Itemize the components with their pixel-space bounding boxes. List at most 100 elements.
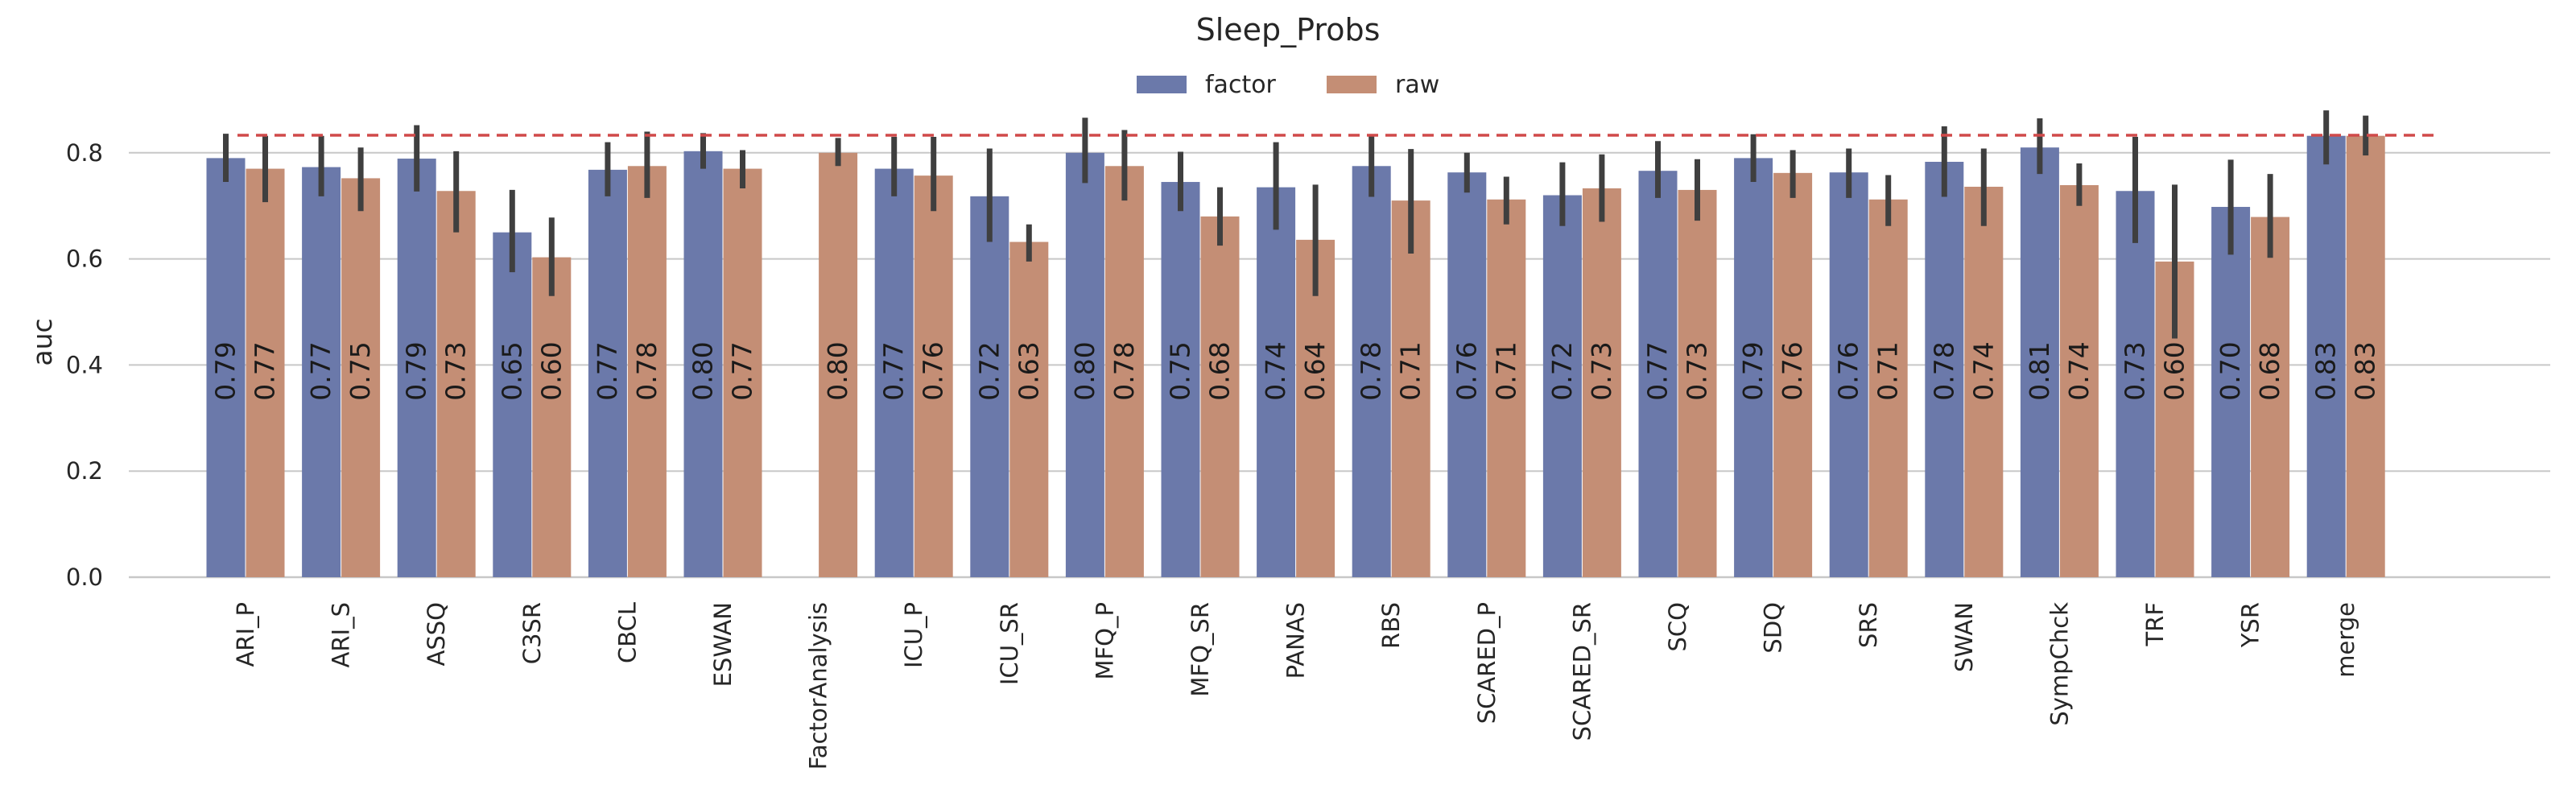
data-label-raw-TRF: 0.60 [2159, 341, 2190, 400]
legend-swatch-factor [1137, 76, 1187, 93]
y-axis-label: auc [27, 318, 58, 365]
x-tick-label: ICU_SR [996, 602, 1023, 685]
bar-factor-SRS [1829, 172, 1868, 578]
x-tick-label: ARI_P [232, 602, 259, 667]
bar-factor-ICU_SR [970, 196, 1009, 577]
bar-factor-CBCL [588, 169, 627, 577]
data-label-raw-SympChck: 0.74 [2063, 341, 2095, 400]
data-label-factor-ESWAN: 0.80 [687, 341, 719, 400]
bar-raw-SCARED_P [1487, 199, 1526, 578]
data-label-factor-MFQ_P: 0.80 [1069, 341, 1100, 400]
bar-raw-merge [2346, 135, 2385, 577]
x-tick-label: PANAS [1282, 602, 1310, 679]
x-tick-label: TRF [2141, 602, 2169, 647]
bar-factor-SympChck [2020, 147, 2059, 577]
data-label-factor-SRS: 0.76 [1833, 341, 1864, 400]
data-label-raw-ICU_P: 0.76 [918, 341, 949, 400]
data-label-raw-ESWAN: 0.77 [727, 341, 758, 400]
data-label-raw-C3SR: 0.60 [535, 341, 567, 400]
y-tick-label: 0.0 [66, 564, 103, 591]
x-tick-label: SCARED_P [1473, 602, 1501, 724]
x-tick-label: SympChck [2046, 602, 2073, 726]
bar-raw-CBCL [627, 166, 667, 577]
data-label-factor-RBS: 0.78 [1356, 341, 1387, 400]
bar-raw-RBS [1391, 200, 1430, 578]
bar-raw-SRS [1868, 199, 1908, 578]
x-axis-ticks: ARI_P ARI_S ASSQ C3SR CBCL ESWAN FactorAnalysi… [232, 602, 2359, 770]
bar-raw-ICU_SR [1009, 242, 1049, 577]
data-label-raw-SCARED_P: 0.71 [1490, 341, 1521, 400]
bar-factor-ARI_P [206, 158, 246, 577]
legend-label-factor: factor [1205, 71, 1277, 99]
data-labels: 0.79 0.77 0.77 0.75 0.79 0.73 0.65 0.60 0.77 0.78… [210, 341, 2381, 400]
y-tick-label: 0.2 [66, 457, 103, 485]
data-label-factor-ICU_P: 0.77 [878, 341, 910, 400]
data-label-raw-ARI_S: 0.75 [345, 341, 376, 400]
x-tick-label: SCQ [1664, 602, 1691, 651]
bar-factor-YSR [2211, 207, 2251, 577]
bars [206, 135, 2385, 578]
bar-raw-SCARED_SR [1582, 188, 1621, 577]
y-tick-label: 0.6 [66, 246, 103, 273]
data-label-raw-SCARED_SR: 0.73 [1586, 341, 1617, 400]
data-label-factor-SympChck: 0.81 [2024, 341, 2055, 400]
data-label-factor-SCQ: 0.77 [1642, 341, 1674, 400]
data-label-factor-SWAN: 0.78 [1928, 341, 1959, 400]
y-axis-ticks: 0.0 0.2 0.4 0.6 0.8 [66, 139, 103, 591]
x-tick-label: MFQ_P [1091, 602, 1118, 680]
x-tick-label: SCARED_SR [1568, 602, 1596, 741]
bar-factor-SWAN [1925, 162, 1964, 578]
data-label-factor-ARI_P: 0.79 [210, 341, 242, 400]
data-label-factor-SCARED_SR: 0.72 [1546, 341, 1578, 400]
bar-factor-C3SR [493, 232, 532, 577]
bar-factor-ARI_S [302, 167, 341, 577]
data-label-raw-RBS: 0.71 [1395, 341, 1426, 400]
bar-factor-SCQ [1638, 171, 1678, 577]
bar-factor-MFQ_SR [1161, 182, 1200, 578]
legend-swatch-raw [1327, 76, 1377, 93]
data-label-factor-YSR: 0.70 [2215, 341, 2246, 400]
data-label-raw-ICU_SR: 0.63 [1013, 341, 1044, 400]
x-tick-label: ARI_S [328, 602, 355, 667]
x-tick-label: ESWAN [709, 602, 737, 687]
x-tick-label: YSR [2237, 602, 2264, 648]
bar-raw-YSR [2251, 217, 2290, 577]
y-tick-label: 0.4 [66, 351, 103, 378]
data-label-factor-ASSQ: 0.79 [401, 341, 432, 400]
bar-raw-SCQ [1678, 189, 1717, 577]
bar-raw-ARI_S [341, 178, 381, 577]
bar-factor-SDQ [1734, 158, 1773, 577]
data-label-factor-ICU_SR: 0.72 [973, 341, 1005, 400]
x-tick-label: RBS [1377, 602, 1405, 649]
bar-factor-RBS [1352, 166, 1391, 577]
bar-factor-MFQ_P [1065, 152, 1104, 578]
data-label-factor-ARI_S: 0.77 [305, 341, 336, 400]
data-label-factor-CBCL: 0.77 [592, 341, 623, 400]
x-tick-label: ASSQ [423, 602, 450, 666]
data-label-raw-MFQ_SR: 0.68 [1204, 341, 1236, 400]
data-label-raw-merge: 0.83 [2350, 341, 2381, 400]
x-tick-label: SRS [1855, 602, 1882, 648]
x-tick-label: merge [2332, 602, 2359, 678]
x-tick-label: MFQ_SR [1187, 602, 1214, 697]
bar-raw-ASSQ [436, 191, 476, 578]
x-tick-label: SDQ [1760, 602, 1787, 654]
x-tick-label: SWAN [1951, 602, 1978, 672]
data-label-raw-YSR: 0.68 [2254, 341, 2285, 400]
data-label-raw-PANAS: 0.64 [1299, 341, 1331, 400]
data-label-raw-SCQ: 0.73 [1682, 341, 1713, 400]
data-label-factor-PANAS: 0.74 [1260, 341, 1291, 400]
data-label-factor-C3SR: 0.65 [496, 341, 527, 400]
bar-factor-SCARED_P [1447, 172, 1487, 578]
bar-factor-SCARED_SR [1542, 195, 1582, 577]
data-label-factor-SCARED_P: 0.76 [1451, 341, 1482, 400]
bar-factor-ICU_P [874, 168, 914, 577]
data-label-factor-TRF: 0.73 [2120, 341, 2151, 400]
x-tick-label: FactorAnalysis [805, 602, 832, 770]
bar-factor-merge [2306, 135, 2346, 577]
y-tick-label: 0.8 [66, 139, 103, 167]
data-label-raw-ASSQ: 0.73 [440, 341, 472, 400]
data-label-raw-MFQ_P: 0.78 [1108, 341, 1140, 400]
x-tick-label: CBCL [613, 602, 641, 663]
